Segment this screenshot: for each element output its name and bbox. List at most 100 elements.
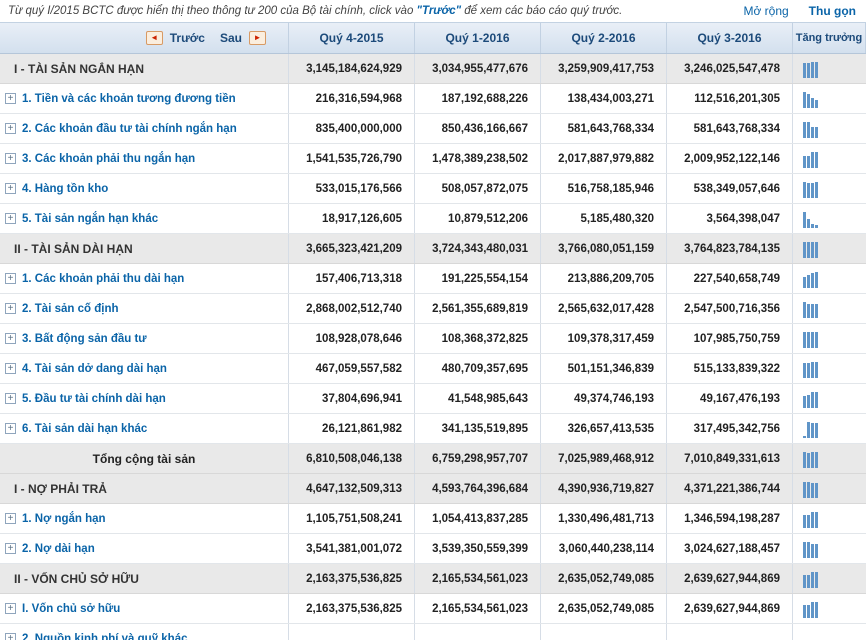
sparkline-bar [811, 62, 814, 78]
growth-sparkline [793, 354, 866, 383]
expand-icon[interactable]: + [5, 363, 16, 374]
expand-icon[interactable]: + [5, 333, 16, 344]
expand-icon[interactable]: + [5, 603, 16, 614]
table-row: +1. Nợ ngắn hạn 1,105,751,508,241 1,054,41… [0, 504, 866, 534]
view-toggle-links: Mở rộng Thu gọn [743, 4, 856, 18]
expand-icon[interactable]: + [5, 633, 16, 640]
sparkline-bar [807, 542, 810, 558]
value-cell: 2,547,500,716,356 [667, 294, 793, 323]
growth-sparkline [793, 414, 866, 443]
sparkline-bar [807, 453, 810, 468]
sparkline-bar [807, 242, 810, 258]
value-cell: 3,246,025,547,478 [667, 54, 793, 83]
value-cell: 3,764,823,784,135 [667, 234, 793, 263]
sparkline-bar [807, 304, 810, 318]
expand-icon[interactable]: + [5, 213, 16, 224]
expand-icon[interactable]: + [5, 123, 16, 134]
value-cell: 2,163,375,536,825 [289, 564, 415, 593]
row-label[interactable]: 2. Tài sản cố định [22, 302, 119, 315]
row-label-cell: +3. Bất động sản đầu tư [0, 324, 289, 353]
row-label-cell: +1. Tiền và các khoản tương đương tiền [0, 84, 289, 113]
value-cell: 3,766,080,051,159 [541, 234, 667, 263]
row-label[interactable]: 4. Hàng tồn kho [22, 182, 109, 195]
expand-icon[interactable]: + [5, 393, 16, 404]
growth-sparkline [793, 114, 866, 143]
expand-icon[interactable]: + [5, 93, 16, 104]
expand-icon[interactable]: + [5, 273, 16, 284]
expand-icon[interactable]: + [5, 513, 16, 524]
sparkline-bar [803, 363, 806, 378]
expand-icon[interactable]: + [5, 183, 16, 194]
info-text-after: để xem các báo cáo quý trước. [461, 5, 623, 17]
row-label[interactable]: 5. Tài sản ngắn hạn khác [22, 212, 159, 225]
expand-icon[interactable]: + [5, 303, 16, 314]
value-cell: 1,346,594,198,287 [667, 504, 793, 533]
table-row: +2. Nợ dài hạn 3,541,381,001,072 3,539,350… [0, 534, 866, 564]
sparkline-bar [807, 363, 810, 378]
sparkline-bar [811, 452, 814, 468]
column-header-growth: Tăng trưởng [793, 23, 866, 53]
row-label[interactable]: 6. Tài sản dài hạn khác [22, 422, 148, 435]
value-cell: 341,135,519,895 [415, 414, 541, 443]
sparkline-bar [815, 332, 818, 348]
row-label[interactable]: 4. Tài sản dở dang dài hạn [22, 362, 167, 375]
growth-sparkline [793, 54, 866, 83]
value-cell: 2,635,052,749,085 [541, 564, 667, 593]
info-bar: Từ quý I/2015 BCTC được hiển thị theo th… [0, 0, 866, 22]
sparkline-bar [807, 422, 810, 438]
column-header-q3-2016: Quý 3-2016 [667, 23, 793, 53]
row-label[interactable]: 1. Tiền và các khoản tương đương tiền [22, 92, 236, 105]
value-cell: 138,434,003,271 [541, 84, 667, 113]
value-cell [541, 624, 667, 640]
row-label[interactable]: 2. Các khoản đầu tư tài chính ngắn hạn [22, 122, 237, 135]
value-cell: 538,349,057,646 [667, 174, 793, 203]
sparkline-bar [815, 100, 818, 108]
value-cell: 10,879,512,206 [415, 204, 541, 233]
table-row: +5. Tài sản ngắn hạn khác 18,917,126,605 1… [0, 204, 866, 234]
row-label-cell: +2. Nợ dài hạn [0, 534, 289, 563]
table-row: +1. Các khoản phải thu dài hạn 157,406,71… [0, 264, 866, 294]
expand-all-link[interactable]: Mở rộng [743, 4, 789, 18]
value-cell: 191,225,554,154 [415, 264, 541, 293]
sparkline-bar [815, 152, 818, 168]
next-quarter-label[interactable]: Sau [219, 31, 242, 45]
row-label[interactable]: 3. Bất động sản đầu tư [22, 332, 147, 345]
prev-quarter-button[interactable]: ◄ [145, 31, 163, 45]
sparkline-bar [815, 242, 818, 258]
expand-icon[interactable]: + [5, 543, 16, 554]
sparkline-bar [815, 272, 818, 288]
sparkline-bar [811, 242, 814, 258]
value-cell: 2,165,534,561,023 [415, 594, 541, 623]
row-label[interactable]: 2. Nợ dài hạn [22, 542, 95, 555]
expand-icon[interactable]: + [5, 423, 16, 434]
value-cell: 2,565,632,017,428 [541, 294, 667, 323]
row-label[interactable]: 2. Nguồn kinh phí và quỹ khác [22, 632, 188, 640]
value-cell: 157,406,713,318 [289, 264, 415, 293]
value-cell: 6,759,298,957,707 [415, 444, 541, 473]
value-cell: 326,657,413,535 [541, 414, 667, 443]
growth-sparkline [793, 174, 866, 203]
value-cell: 533,015,176,566 [289, 174, 415, 203]
row-label[interactable]: 3. Các khoản phải thu ngắn hạn [22, 152, 196, 165]
row-label[interactable]: 1. Nợ ngắn hạn [22, 512, 106, 525]
sparkline-bar [815, 483, 818, 498]
sparkline-bar [803, 63, 806, 78]
row-label[interactable]: I. Vốn chủ sở hữu [22, 602, 121, 615]
row-label-cell: +4. Hàng tồn kho [0, 174, 289, 203]
expand-icon[interactable]: + [5, 153, 16, 164]
table-row: +1. Tiền và các khoản tương đương tiền 21… [0, 84, 866, 114]
value-cell: 2,009,952,122,146 [667, 144, 793, 173]
sparkline-bar [815, 62, 818, 78]
prev-quarter-label[interactable]: Trước [169, 31, 205, 45]
sparkline-bar [807, 332, 810, 348]
collapse-all-link[interactable]: Thu gọn [808, 4, 856, 18]
growth-sparkline [793, 84, 866, 113]
sparkline-bar [811, 483, 814, 498]
row-label[interactable]: 5. Đầu tư tài chính dài hạn [22, 392, 166, 405]
value-cell: 7,010,849,331,613 [667, 444, 793, 473]
next-quarter-button[interactable]: ► [249, 31, 266, 45]
row-label[interactable]: 1. Các khoản phải thu dài hạn [22, 272, 185, 285]
row-label-cell: + I. Vốn chủ sở hữu [0, 594, 289, 623]
sparkline-bar [803, 122, 806, 138]
value-cell: 3,541,381,001,072 [289, 534, 415, 563]
